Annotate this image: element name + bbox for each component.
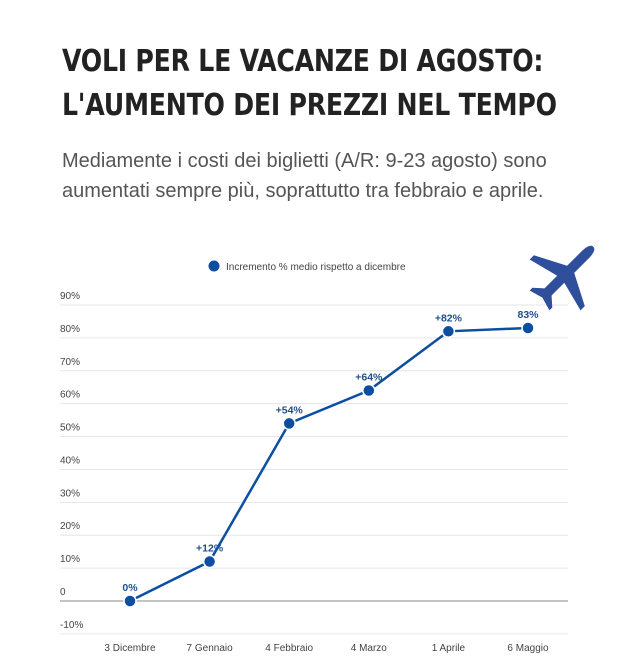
x-tick-label: 4 Febbraio xyxy=(265,643,313,654)
chart-subtitle: Mediamente i costi dei biglietti (A/R: 9… xyxy=(62,150,547,202)
y-tick-label: 70% xyxy=(60,357,80,368)
y-tick-label: 30% xyxy=(60,488,80,499)
legend-marker xyxy=(208,260,220,272)
x-tick-label: 3 Dicembre xyxy=(104,643,156,654)
data-label: +64% xyxy=(355,372,383,384)
data-point xyxy=(282,416,296,431)
x-tick-label: 4 Marzo xyxy=(351,643,388,654)
series-line xyxy=(129,326,529,603)
y-tick-label: 50% xyxy=(60,423,80,434)
y-tick-label: 90% xyxy=(60,291,80,302)
data-point xyxy=(521,321,535,335)
airplane-icon xyxy=(529,245,595,311)
data-label: +54% xyxy=(276,404,304,416)
x-tick-label: 6 Maggio xyxy=(507,643,549,654)
y-tick-label: -10% xyxy=(60,620,83,631)
data-point xyxy=(362,383,376,398)
legend-label: Incremento % medio rispetto a dicembre xyxy=(226,262,406,273)
y-tick-label: 40% xyxy=(60,455,80,466)
data-label: +82% xyxy=(435,312,463,324)
y-tick-label: 0 xyxy=(60,587,66,598)
y-tick-label: 10% xyxy=(60,554,80,565)
x-tick-label: 7 Gennaio xyxy=(187,643,234,654)
data-point xyxy=(202,554,217,569)
data-label: 83% xyxy=(517,309,539,321)
data-label: 0% xyxy=(122,582,138,594)
y-tick-label: 60% xyxy=(60,390,80,401)
x-tick-label: 1 Aprile xyxy=(432,643,466,654)
data-point xyxy=(123,594,137,608)
y-tick-label: 80% xyxy=(60,324,80,335)
data-label: +12% xyxy=(196,543,224,555)
data-point xyxy=(441,324,456,339)
title-line-1: VOLI PER LE VACANZE DI AGOSTO: xyxy=(62,44,544,79)
title-line-2: L'AUMENTO DEI PREZZI NEL TEMPO xyxy=(62,88,557,123)
y-tick-label: 20% xyxy=(60,521,80,532)
chart-title: VOLI PER LE VACANZE DI AGOSTO: L'AUMENTO… xyxy=(62,40,557,128)
